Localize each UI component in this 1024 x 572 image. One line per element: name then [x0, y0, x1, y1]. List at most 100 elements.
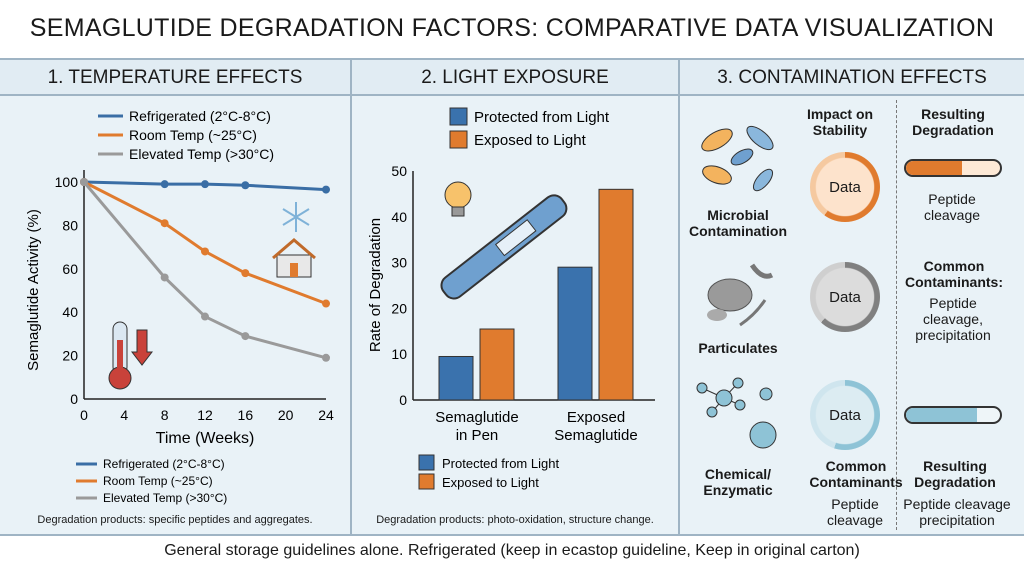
row-label-chemical: Chemical/ Enzymatic: [703, 466, 773, 498]
y-axis-label: Rate of Degradation: [367, 218, 384, 352]
result-text-chemical: Peptide cleavage precipitation: [903, 496, 1011, 528]
y-tick-label: 0: [399, 392, 407, 408]
thermometer-icon: [108, 321, 154, 390]
temperature-note: Degradation products: specific peptides …: [37, 514, 313, 526]
x-tick-label: 12: [197, 407, 213, 423]
data-point: [201, 247, 209, 256]
data-point: [322, 185, 330, 194]
house-icon: [272, 238, 316, 278]
sub-text-chemical: Peptide cleavage: [826, 496, 884, 528]
legend-label: Protected from Light: [474, 109, 610, 126]
contamination-panel: 3. CONTAMINATION EFFECTS: [678, 60, 1024, 534]
y-tick-label: 30: [391, 255, 407, 271]
bar: [438, 355, 474, 401]
data-point: [241, 332, 250, 341]
legend-swatch-bottom: [418, 473, 435, 490]
bar-fill: [906, 161, 963, 175]
legend-swatch: [449, 130, 468, 149]
data-point: [241, 181, 250, 190]
injection-pen-icon: [440, 194, 568, 300]
legend-label-bottom: Refrigerated (2°C-8°C): [103, 457, 225, 471]
light-bar-chart: 0 10 20 30 40 50 Rate of Degradation Semaglutid…: [367, 107, 655, 490]
particulates-icon: [707, 263, 774, 327]
bar: [479, 328, 515, 401]
degradation-bar-microbial: [904, 159, 1002, 177]
legend-label-bottom: Room Temp (~25°C): [103, 474, 213, 488]
x-tick-label: Semaglutide: [435, 409, 518, 426]
bar: [557, 266, 593, 401]
data-point: [160, 219, 169, 228]
light-header: 2. LIGHT EXPOSURE: [352, 60, 678, 96]
y-tick-label: 0: [70, 391, 78, 407]
y-tick-label: 40: [391, 209, 407, 225]
data-point: [201, 312, 209, 321]
lightbulb-icon: [444, 181, 472, 217]
legend-swatch-bottom: [418, 454, 435, 471]
y-tick-label: 80: [62, 217, 78, 233]
y-tick-label: 40: [62, 304, 78, 320]
impact-ring-particulates: Data: [810, 262, 880, 332]
impact-ring-microbial: Data: [810, 152, 880, 222]
result-text-microbial: Peptide cleavage: [923, 191, 981, 223]
data-point: [322, 353, 330, 362]
bacteria-icon: [701, 125, 774, 192]
impact-column-header: Impact on Stability: [806, 106, 874, 138]
x-tick-label: 8: [161, 407, 169, 423]
degradation-bar-chemical: [904, 406, 1002, 424]
impact-ring-chemical: Data: [810, 380, 880, 450]
x-tick-label: in Pen: [456, 427, 499, 444]
legend-label: Refrigerated (2°C-8°C): [129, 108, 271, 124]
light-panel: 2. LIGHT EXPOSURE Degradation products: …: [350, 60, 678, 534]
molecule-icon: [696, 377, 777, 449]
x-tick-label: 0: [80, 407, 88, 423]
row-label-particulates: Particulates: [698, 340, 778, 356]
legend-label-bottom: Elevated Temp (>30°C): [103, 491, 227, 505]
bar: [598, 188, 634, 401]
legend-label: Exposed to Light: [474, 132, 587, 149]
data-point: [322, 299, 330, 308]
data-point: [160, 180, 169, 189]
result-column-header: Resulting Degradation: [912, 106, 994, 138]
legend-label: Elevated Temp (>30°C): [129, 146, 274, 162]
data-point: [201, 180, 209, 189]
legend-label-bottom: Exposed to Light: [442, 475, 539, 490]
temperature-header: 1. TEMPERATURE EFFECTS: [0, 60, 350, 96]
x-tick-label: 16: [238, 407, 254, 423]
y-tick-label: 10: [391, 346, 407, 362]
legend-label-bottom: Protected from Light: [442, 456, 559, 471]
bar-fill: [906, 408, 977, 422]
ring-label: Data: [829, 178, 861, 196]
data-point: [241, 269, 250, 278]
row-label-microbial: Microbial Contamination: [689, 207, 787, 239]
temperature-line-chart: 0 20 40 60 80 100 0 4 8 12 16 20 24 Time (Weeks) Semag…: [25, 108, 334, 505]
legend-swatch: [449, 107, 468, 126]
data-point: [160, 273, 169, 282]
sub-title-chemical: Common Contaminants: [809, 458, 903, 490]
x-tick-label: 4: [120, 407, 128, 423]
x-tick-label: Exposed: [567, 409, 625, 426]
x-tick-label: Semaglutide: [554, 427, 637, 444]
x-tick-label: 24: [318, 407, 334, 423]
result-text-particulates: Peptide cleavage, precipitation: [915, 295, 991, 343]
result-title-chemical: Resulting Degradation: [914, 458, 996, 490]
y-tick-label: 100: [55, 174, 79, 190]
ring-label: Data: [829, 406, 861, 424]
contamination-header: 3. CONTAMINATION EFFECTS: [680, 60, 1024, 96]
light-note: Degradation products: photo-oxidation, s…: [376, 514, 654, 526]
y-tick-label: 50: [391, 163, 407, 179]
y-tick-label: 60: [62, 261, 78, 277]
temperature-panel: 1. TEMPERATURE EFFECTS Degradation produ…: [0, 60, 350, 534]
footer-text: General storage guidelines alone. Refrig…: [164, 542, 860, 559]
x-tick-label: 20: [278, 407, 294, 423]
page-title: SEMAGLUTIDE DEGRADATION FACTORS: COMPARA…: [29, 14, 995, 42]
result-title-particulates: Common Contaminants:: [905, 258, 1003, 290]
y-tick-label: 20: [62, 348, 78, 364]
column-divider: [896, 100, 897, 530]
legend-label: Room Temp (~25°C): [129, 127, 257, 143]
data-point: [80, 178, 88, 186]
y-axis-label: Semaglutide Activity (%): [25, 209, 42, 371]
ring-label: Data: [829, 288, 861, 306]
snowflake-icon: [282, 202, 310, 232]
y-tick-label: 20: [391, 300, 407, 316]
